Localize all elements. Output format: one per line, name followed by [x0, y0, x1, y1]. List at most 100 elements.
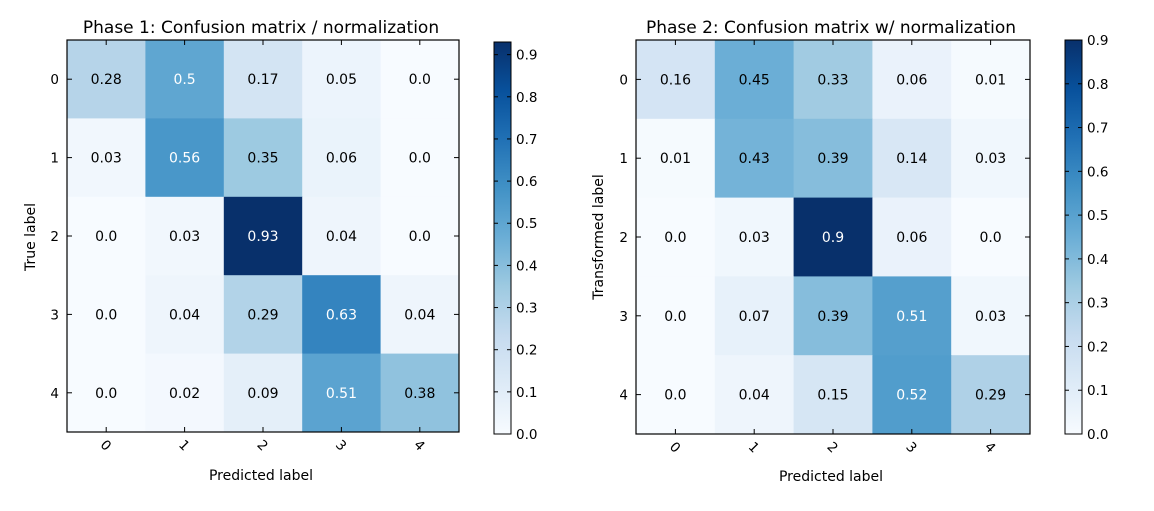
cell-value-label: 0.04 — [169, 307, 200, 323]
heatmap-cell-2-2 — [223, 196, 303, 276]
colorbar-gradient — [493, 41, 512, 435]
heatmap-cell-4-1 — [145, 353, 225, 433]
cell-value-label: 0.05 — [326, 72, 357, 88]
cell-value-label: 0.0 — [409, 72, 431, 88]
cell-value-label: 0.01 — [660, 151, 691, 167]
colorbar-tick-label: 0.9 — [516, 48, 537, 64]
colorbar-tick-label: 0.9 — [1087, 33, 1108, 49]
heatmap-cells: 0.28 0.5 0.17 0.05 0.0 0.03 0.56 0.35 0.06 0.0 0.0… — [67, 40, 460, 433]
cell-value-label: 0.63 — [326, 307, 357, 323]
heatmap-cell-0-3 — [302, 40, 382, 119]
heatmap-cell-1-2 — [223, 118, 303, 198]
heatmap-cell-3-3 — [302, 275, 382, 355]
x-tick-label: 0 — [97, 437, 114, 454]
colorbar-tick-label: 0.3 — [1087, 296, 1108, 312]
cell-value-label: 0.01 — [975, 72, 1006, 88]
y-tick-label: 2 — [619, 230, 628, 246]
heatmap-cell-2-3 — [302, 196, 382, 276]
cell-value-label: 0.33 — [817, 72, 848, 88]
heatmap-cell-4-0 — [636, 355, 716, 435]
cell-value-label: 0.0 — [664, 309, 686, 325]
y-axis-label: True label — [23, 203, 39, 272]
x-tick-label: 4 — [410, 437, 427, 454]
cell-value-label: 0.0 — [95, 307, 117, 323]
cell-value-label: 0.35 — [247, 151, 278, 167]
y-axis-label: Transformed label — [591, 174, 607, 300]
heatmap-cell-4-3 — [302, 353, 382, 433]
heatmap-cell-1-4 — [380, 118, 460, 198]
colorbar-tick-label: 0.6 — [1087, 164, 1108, 180]
heatmap-cell-3-1 — [714, 276, 795, 356]
heatmap-cell-4-0 — [67, 353, 146, 433]
cell-value-label: 0.09 — [247, 386, 278, 402]
heatmap-cell-0-0 — [636, 40, 716, 120]
colorbar-tick-label: 0.1 — [516, 385, 537, 401]
x-tick-label: 1 — [175, 437, 192, 454]
cell-value-label: 0.39 — [817, 151, 848, 167]
cell-value-label: 0.56 — [169, 151, 200, 167]
heatmap-cell-4-1 — [714, 355, 795, 435]
x-tick-label: 3 — [332, 437, 349, 454]
heatmap-panel-phase-2: Phase 2: Confusion matrix w/ normalizati… — [591, 18, 1108, 485]
cell-value-label: 0.51 — [326, 386, 357, 402]
y-axis-ticks: 0 1 2 3 4 — [50, 72, 459, 402]
heatmap-cell-0-2 — [223, 40, 303, 119]
heatmap-cell-3-2 — [223, 275, 303, 355]
colorbar-gradient — [1064, 39, 1083, 435]
colorbar: 0.0 0.1 0.2 0.3 0.4 0.5 0.6 0.7 0.8 0.9 — [493, 41, 537, 443]
x-axis-label: Predicted label — [779, 469, 883, 485]
colorbar-tick-label: 0.4 — [516, 258, 537, 274]
cell-value-label: 0.03 — [739, 230, 770, 246]
colorbar-tick-label: 0.8 — [516, 90, 537, 106]
cell-value-label: 0.0 — [409, 151, 431, 167]
cell-value-label: 0.9 — [822, 230, 844, 246]
cell-value-label: 0.93 — [247, 229, 278, 245]
heatmap-cell-1-0 — [636, 118, 716, 199]
heatmap-cell-0-1 — [714, 40, 795, 120]
cell-value-label: 0.06 — [896, 230, 927, 246]
cell-value-label: 0.03 — [975, 151, 1006, 167]
heatmap-cell-3-4 — [951, 276, 1031, 356]
colorbar-tick-label: 0.1 — [1087, 383, 1108, 399]
y-tick-label: 1 — [619, 151, 628, 167]
heatmap-cell-4-4 — [951, 355, 1031, 435]
colorbar-tick-label: 0.3 — [516, 301, 537, 317]
colorbar-tick-label: 0.2 — [516, 343, 537, 359]
heatmap-cell-2-3 — [872, 197, 952, 277]
heatmap-cell-2-2 — [793, 197, 873, 277]
colorbar-tick-label: 0.0 — [516, 427, 537, 443]
cell-value-label: 0.43 — [739, 151, 770, 167]
cell-value-label: 0.28 — [91, 72, 122, 88]
heatmap-cell-4-4 — [380, 353, 460, 433]
heatmap-cell-2-0 — [636, 197, 716, 277]
colorbar-tick-label: 0.7 — [516, 132, 537, 148]
cell-value-label: 0.03 — [91, 151, 122, 167]
heatmap-cell-4-2 — [793, 355, 873, 435]
heatmap-cell-1-2 — [793, 118, 873, 199]
cell-value-label: 0.0 — [95, 386, 117, 402]
heatmap-cell-2-4 — [951, 197, 1031, 277]
colorbar-tick-label: 0.6 — [516, 174, 537, 190]
colorbar-tick-label: 0.5 — [516, 216, 537, 232]
heatmap-panel-phase-1: Phase 1: Confusion matrix / normalizatio… — [23, 18, 537, 484]
heatmap-cell-1-1 — [145, 118, 225, 198]
colorbar-tick-label: 0.0 — [1087, 427, 1108, 443]
y-tick-label: 3 — [50, 307, 59, 323]
cell-value-label: 0.5 — [173, 72, 195, 88]
heatmap-cell-2-1 — [145, 196, 225, 276]
y-tick-label: 2 — [50, 229, 59, 245]
heatmap-cell-0-0 — [67, 40, 146, 119]
heatmap-cell-3-4 — [380, 275, 460, 355]
chart-title: Phase 1: Confusion matrix / normalizatio… — [83, 18, 439, 38]
heatmap-cell-4-2 — [223, 353, 303, 433]
heatmap-cell-0-3 — [872, 40, 952, 120]
cell-value-label: 0.29 — [975, 388, 1006, 404]
colorbar-tick-label: 0.4 — [1087, 252, 1108, 268]
cell-value-label: 0.04 — [739, 388, 770, 404]
heatmap-cells: 0.16 0.45 0.33 0.06 0.01 0.01 0.43 0.39 0.14 0.03… — [636, 40, 1031, 435]
cell-value-label: 0.52 — [896, 388, 927, 404]
heatmap-cell-2-0 — [67, 196, 146, 276]
cell-value-label: 0.14 — [896, 151, 927, 167]
